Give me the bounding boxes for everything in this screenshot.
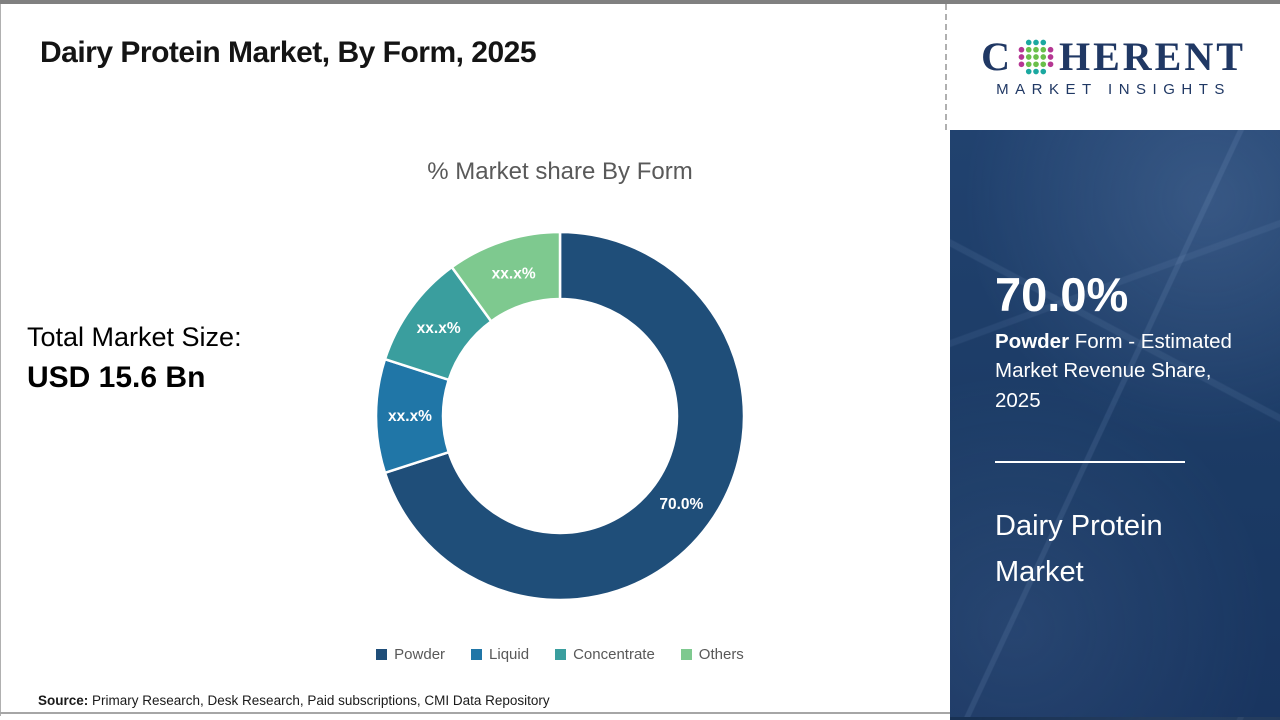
sidebar-stat-desc-rest: Form - Estimated Market Revenue Share, 2… (995, 330, 1232, 412)
globe-dot (1018, 61, 1025, 68)
legend-item-liquid: Liquid (471, 646, 529, 663)
globe-dot (1040, 46, 1047, 53)
globe-dot (1040, 54, 1047, 60)
donut-slice-others (450, 230, 562, 324)
globe-dots-icon (1018, 39, 1054, 75)
source-label: Source: (38, 693, 89, 708)
page-title: Dairy Protein Market, By Form, 2025 (40, 36, 537, 69)
sidebar-stat-description: Powder Form - Estimated Market Revenue S… (995, 327, 1261, 414)
globe-dot (1047, 61, 1054, 68)
legend-label-concentrate: Concentrate (573, 646, 655, 663)
brand-logo-subtitle: MARKET INSIGHTS (996, 81, 1231, 98)
bottom-border-line (0, 712, 950, 714)
sidebar-divider-line (995, 460, 1185, 463)
total-market-size-value: USD 15.6 Bn (27, 361, 206, 394)
chart-legend: Powder Liquid Concentrate Others (330, 646, 790, 663)
sidebar-stat-segment: Powder (995, 330, 1070, 354)
legend-item-others: Others (680, 646, 744, 663)
globe-dot (1018, 54, 1025, 60)
legend-label-powder: Powder (394, 646, 446, 663)
legend-item-powder: Powder (376, 646, 445, 663)
globe-dot (1018, 46, 1025, 53)
globe-dot (1040, 39, 1047, 46)
slice-label-powder: 70.0% (659, 496, 703, 513)
legend-item-concentrate: Concentrate (555, 646, 655, 663)
globe-dot (1033, 61, 1039, 68)
globe-dot (1040, 68, 1047, 75)
legend-marker-others (680, 649, 692, 660)
donut-chart-svg: 70.0% xx.x% xx.x% xx.x% (374, 230, 746, 602)
brand-letters-rest: HERENT (1058, 34, 1246, 79)
highlight-sidebar: 70.0% Powder Form - Estimated Market Rev… (950, 130, 1280, 720)
legend-marker-powder (376, 649, 388, 660)
globe-dot (1033, 54, 1039, 60)
legend-label-liquid: Liquid (489, 646, 530, 663)
source-line: Source: Primary Research, Desk Research,… (38, 693, 550, 708)
logo-dashed-divider (945, 4, 947, 130)
globe-dot (1025, 46, 1032, 53)
globe-dot (1047, 46, 1054, 53)
source-text: Primary Research, Desk Research, Paid su… (88, 693, 550, 708)
brand-logo-wordmark: C HERENT (981, 37, 1246, 77)
globe-dot (1033, 39, 1039, 46)
sidebar-market-name: Dairy Protein Market (995, 509, 1163, 589)
slice-label-others: xx.x% (492, 265, 536, 282)
slice-label-concentrate: xx.x% (417, 320, 461, 337)
top-border-bar (0, 0, 1280, 4)
legend-marker-concentrate (555, 649, 567, 660)
globe-dot (1025, 61, 1032, 68)
globe-dot (1040, 61, 1047, 68)
legend-label-others: Others (698, 646, 744, 663)
globe-dot (1025, 39, 1032, 46)
chart-title: % Market share By Form (427, 158, 693, 185)
sidebar-stat-value: 70.0% (995, 268, 1129, 321)
brand-logo: C HERENT MARKET INSIGHTS (947, 4, 1280, 131)
globe-dot (1025, 68, 1032, 75)
left-border-line (0, 4, 1, 716)
donut-slice-powder (383, 230, 746, 602)
total-market-size-block: Total Market Size: USD 15.6 Bn (27, 322, 242, 395)
globe-dot (1033, 68, 1039, 75)
slice-label-liquid: xx.x% (388, 408, 432, 425)
total-market-size-label: Total Market Size: (27, 322, 242, 352)
globe-dot (1025, 54, 1032, 60)
donut-chart: 70.0% xx.x% xx.x% xx.x% (350, 206, 770, 626)
globe-dot (1033, 46, 1039, 53)
brand-letter-c: C (981, 34, 1013, 79)
legend-marker-liquid (471, 649, 483, 660)
globe-dot (1047, 54, 1054, 60)
